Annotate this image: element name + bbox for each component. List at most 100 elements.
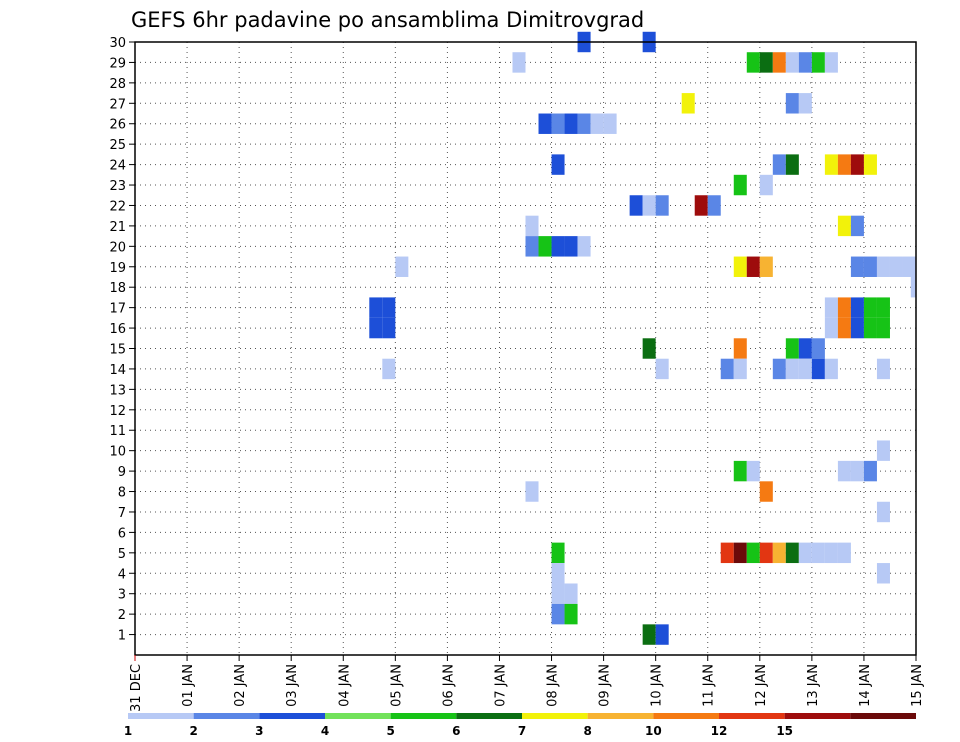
y-tick-label: 24 bbox=[109, 159, 126, 174]
y-tick-label: 2 bbox=[118, 608, 126, 623]
precip-cell bbox=[759, 481, 773, 502]
precip-cell bbox=[746, 256, 760, 277]
precip-cell bbox=[369, 297, 383, 318]
precip-cell bbox=[369, 317, 383, 339]
x-tick-label: 15 JAN bbox=[910, 664, 925, 707]
precip-cell bbox=[538, 113, 552, 134]
precip-cell bbox=[564, 583, 578, 604]
y-tick-label: 21 bbox=[109, 220, 126, 235]
precip-cell bbox=[733, 460, 747, 482]
precip-cell bbox=[694, 195, 708, 216]
precip-cell bbox=[525, 481, 539, 502]
x-tick-label: 11 JAN bbox=[702, 664, 717, 707]
color-scale-label: 5 bbox=[386, 724, 394, 738]
y-tick-label: 16 bbox=[109, 322, 126, 337]
precip-cell bbox=[538, 236, 552, 257]
precip-cell bbox=[811, 358, 825, 380]
precip-cell bbox=[876, 317, 890, 339]
x-tick-label: 02 JAN bbox=[233, 664, 248, 707]
precip-cell bbox=[910, 276, 916, 298]
color-scale-swatch bbox=[850, 713, 916, 719]
color-scale-legend: 1 2 3 4 5 6 7 8 10 12 15 bbox=[124, 713, 916, 738]
y-tick-label: 7 bbox=[118, 506, 126, 521]
precip-cell bbox=[746, 542, 760, 564]
precip-cell bbox=[850, 154, 864, 175]
color-scale-swatch bbox=[784, 713, 851, 719]
precip-cell bbox=[720, 542, 734, 564]
x-axis: 31 DEC 01 JAN 02 JAN 03 JAN 04 JAN 05 JAN 06 J… bbox=[129, 655, 925, 712]
precip-cell bbox=[876, 256, 890, 277]
precip-cell bbox=[798, 338, 812, 359]
precip-cell bbox=[772, 52, 786, 73]
precip-cell bbox=[876, 358, 890, 380]
y-tick-label: 15 bbox=[109, 343, 126, 358]
precip-cell bbox=[876, 563, 890, 584]
precip-cell bbox=[642, 195, 656, 216]
precip-cell bbox=[551, 583, 565, 604]
y-tick-label: 20 bbox=[109, 240, 126, 255]
color-scale-swatch bbox=[259, 713, 325, 719]
color-scale-swatch bbox=[193, 713, 260, 719]
color-scale-swatch bbox=[390, 713, 457, 719]
y-tick-label: 8 bbox=[118, 486, 126, 501]
y-tick-label: 27 bbox=[109, 97, 126, 112]
precip-cell bbox=[850, 460, 864, 482]
precip-cell bbox=[382, 317, 396, 339]
y-tick-label: 23 bbox=[109, 179, 126, 194]
precip-cell bbox=[629, 195, 643, 216]
precip-cell bbox=[564, 113, 578, 134]
precip-cell bbox=[798, 93, 812, 114]
y-tick-label: 3 bbox=[118, 588, 126, 603]
x-tick-label: 05 JAN bbox=[389, 664, 404, 707]
precip-cell bbox=[655, 358, 669, 380]
precip-cell bbox=[382, 358, 396, 380]
precip-cell bbox=[824, 317, 838, 339]
precip-cell bbox=[551, 113, 565, 134]
precip-cell bbox=[811, 338, 825, 359]
y-tick-label: 19 bbox=[109, 261, 126, 276]
precip-cell bbox=[811, 542, 825, 564]
precip-cell bbox=[512, 52, 526, 73]
x-tick-label: 14 JAN bbox=[858, 664, 873, 707]
precip-cell bbox=[551, 236, 565, 257]
x-tick-label: 09 JAN bbox=[598, 664, 613, 707]
x-tick-label: 01 JAN bbox=[181, 664, 196, 707]
color-scale-label: 12 bbox=[711, 724, 728, 738]
precip-cell bbox=[863, 154, 877, 175]
precip-cell bbox=[824, 542, 838, 564]
precip-cell bbox=[824, 358, 838, 380]
precip-cell bbox=[876, 501, 890, 523]
y-tick-label: 10 bbox=[109, 445, 126, 460]
y-tick-label: 13 bbox=[109, 383, 126, 398]
y-tick-label: 28 bbox=[109, 77, 126, 92]
precip-cell bbox=[551, 154, 565, 175]
precip-cell bbox=[772, 542, 786, 564]
x-tick-label: 13 JAN bbox=[806, 664, 821, 707]
precip-cell bbox=[772, 358, 786, 380]
color-scale-swatch bbox=[456, 713, 522, 719]
x-tick-label: 07 JAN bbox=[493, 664, 508, 707]
chart-grid bbox=[135, 41, 916, 655]
precip-cell bbox=[525, 215, 539, 237]
y-tick-label: 5 bbox=[118, 547, 126, 562]
x-tick-label: 12 JAN bbox=[754, 664, 769, 707]
x-tick-label: 31 DEC bbox=[129, 664, 144, 712]
color-scale-swatch bbox=[128, 713, 194, 719]
chart-title: GEFS 6hr padavine po ansamblima Dimitrov… bbox=[131, 8, 644, 32]
precip-cell bbox=[551, 563, 565, 584]
precip-cell bbox=[837, 460, 851, 482]
y-tick-label: 29 bbox=[109, 56, 126, 71]
precip-cell bbox=[863, 460, 877, 482]
precip-cell bbox=[642, 624, 656, 645]
x-tick-label: 03 JAN bbox=[285, 664, 300, 707]
precip-cell bbox=[785, 358, 799, 380]
precip-cell bbox=[720, 358, 734, 380]
precip-cell bbox=[876, 440, 890, 461]
y-tick-label: 1 bbox=[118, 629, 126, 644]
precip-cell bbox=[798, 358, 812, 380]
precip-cell bbox=[863, 317, 877, 339]
color-scale-label: 2 bbox=[189, 724, 197, 738]
color-scale-label: 8 bbox=[583, 724, 591, 738]
x-tick-label: 04 JAN bbox=[337, 664, 352, 707]
color-scale-swatch bbox=[325, 713, 391, 719]
